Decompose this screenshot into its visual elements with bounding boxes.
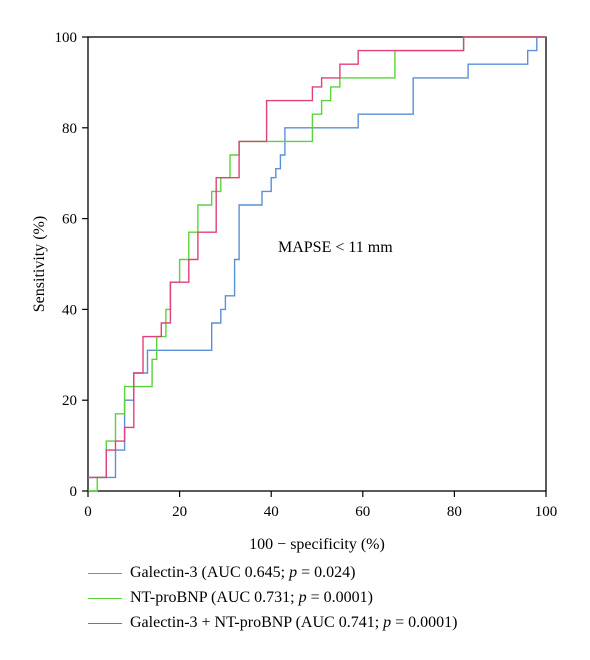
legend-item-1: Galectin-3 (AUC 0.645; p = 0.024) [88, 562, 578, 584]
roc-curve-1 [88, 36, 546, 479]
y-tick-label-5: 100 [55, 30, 78, 46]
x-tick-label-4: 80 [447, 504, 462, 520]
x-tick-label-5: 100 [535, 504, 558, 520]
legend-label-1: Galectin-3 (AUC 0.645; p = 0.024) [130, 564, 356, 581]
y-tick-label-2: 40 [62, 302, 77, 318]
axis-layer: 0 20 40 60 80 100 0 20 40 60 80 100 [55, 30, 558, 520]
y-axis-title: Sensitivity (%) [31, 216, 48, 312]
plot-frame [87, 36, 547, 492]
legend-label-3: Galectin-3 + NT-proBNP (AUC 0.741; p = 0… [130, 614, 458, 631]
x-tick-label-2: 40 [264, 504, 279, 520]
legend-swatch-2 [88, 597, 122, 599]
roc-curve-2 [88, 36, 546, 492]
legend-swatch-3 [88, 622, 122, 624]
x-tick-label-3: 60 [355, 504, 370, 520]
legend: Galectin-3 (AUC 0.645; p = 0.024) NT-proB… [88, 562, 578, 637]
y-tick-label-4: 80 [62, 121, 77, 137]
legend-swatch-1 [88, 572, 122, 574]
legend-label-2: NT-proBNP (AUC 0.731; p = 0.0001) [130, 589, 373, 606]
y-tick-label-0: 0 [70, 484, 78, 500]
y-tick-label-3: 60 [62, 212, 77, 228]
x-tick-label-1: 20 [172, 504, 187, 520]
y-tick-label-1: 20 [62, 393, 77, 409]
series-layer [88, 36, 546, 492]
x-axis-title: 100 − specificity (%) [249, 536, 385, 553]
legend-item-3: Galectin-3 + NT-proBNP (AUC 0.741; p = 0… [88, 612, 578, 634]
x-tick-label-0: 0 [84, 504, 92, 520]
roc-curve-3 [88, 36, 546, 479]
legend-item-2: NT-proBNP (AUC 0.731; p = 0.0001) [88, 587, 578, 609]
chart-annotation: MAPSE < 11 mm [278, 239, 393, 256]
plot-area [87, 36, 547, 492]
